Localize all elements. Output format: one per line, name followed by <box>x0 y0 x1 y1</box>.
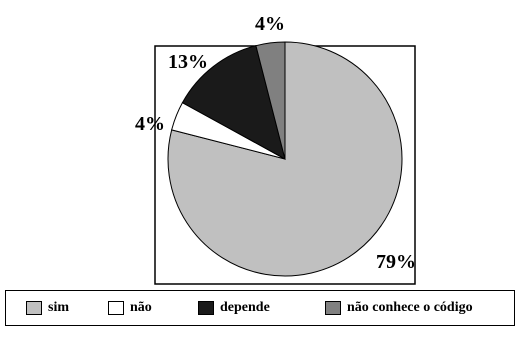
legend-item-nao-conhece: não conhece o código <box>325 291 473 325</box>
legend-label-sim: sim <box>48 300 69 315</box>
pie-slice-nao-conhece <box>255 41 286 160</box>
legend-label-nao-conhece: não conhece o código <box>347 300 473 315</box>
legend-item-nao: não <box>108 291 152 325</box>
pie-chart: 79% 4% 13% 4% <box>135 13 416 285</box>
pie-slice-depende <box>181 45 286 160</box>
legend-swatch-nao-conhece <box>325 301 341 315</box>
legend-item-depende: depende <box>198 291 270 325</box>
legend-swatch-sim <box>26 301 42 315</box>
data-label-sim: 79% <box>376 251 416 273</box>
legend-swatch-depende <box>198 301 214 315</box>
legend-item-sim: sim <box>26 291 69 325</box>
legend-swatch-nao <box>108 301 124 315</box>
data-label-nao: 4% <box>135 113 165 135</box>
data-label-depende: 13% <box>168 51 208 73</box>
legend-label-nao: não <box>130 300 152 315</box>
legend: sim não depende não conhece o código <box>5 290 515 326</box>
data-label-nao-conhece: 4% <box>255 13 285 35</box>
legend-label-depende: depende <box>220 300 270 315</box>
